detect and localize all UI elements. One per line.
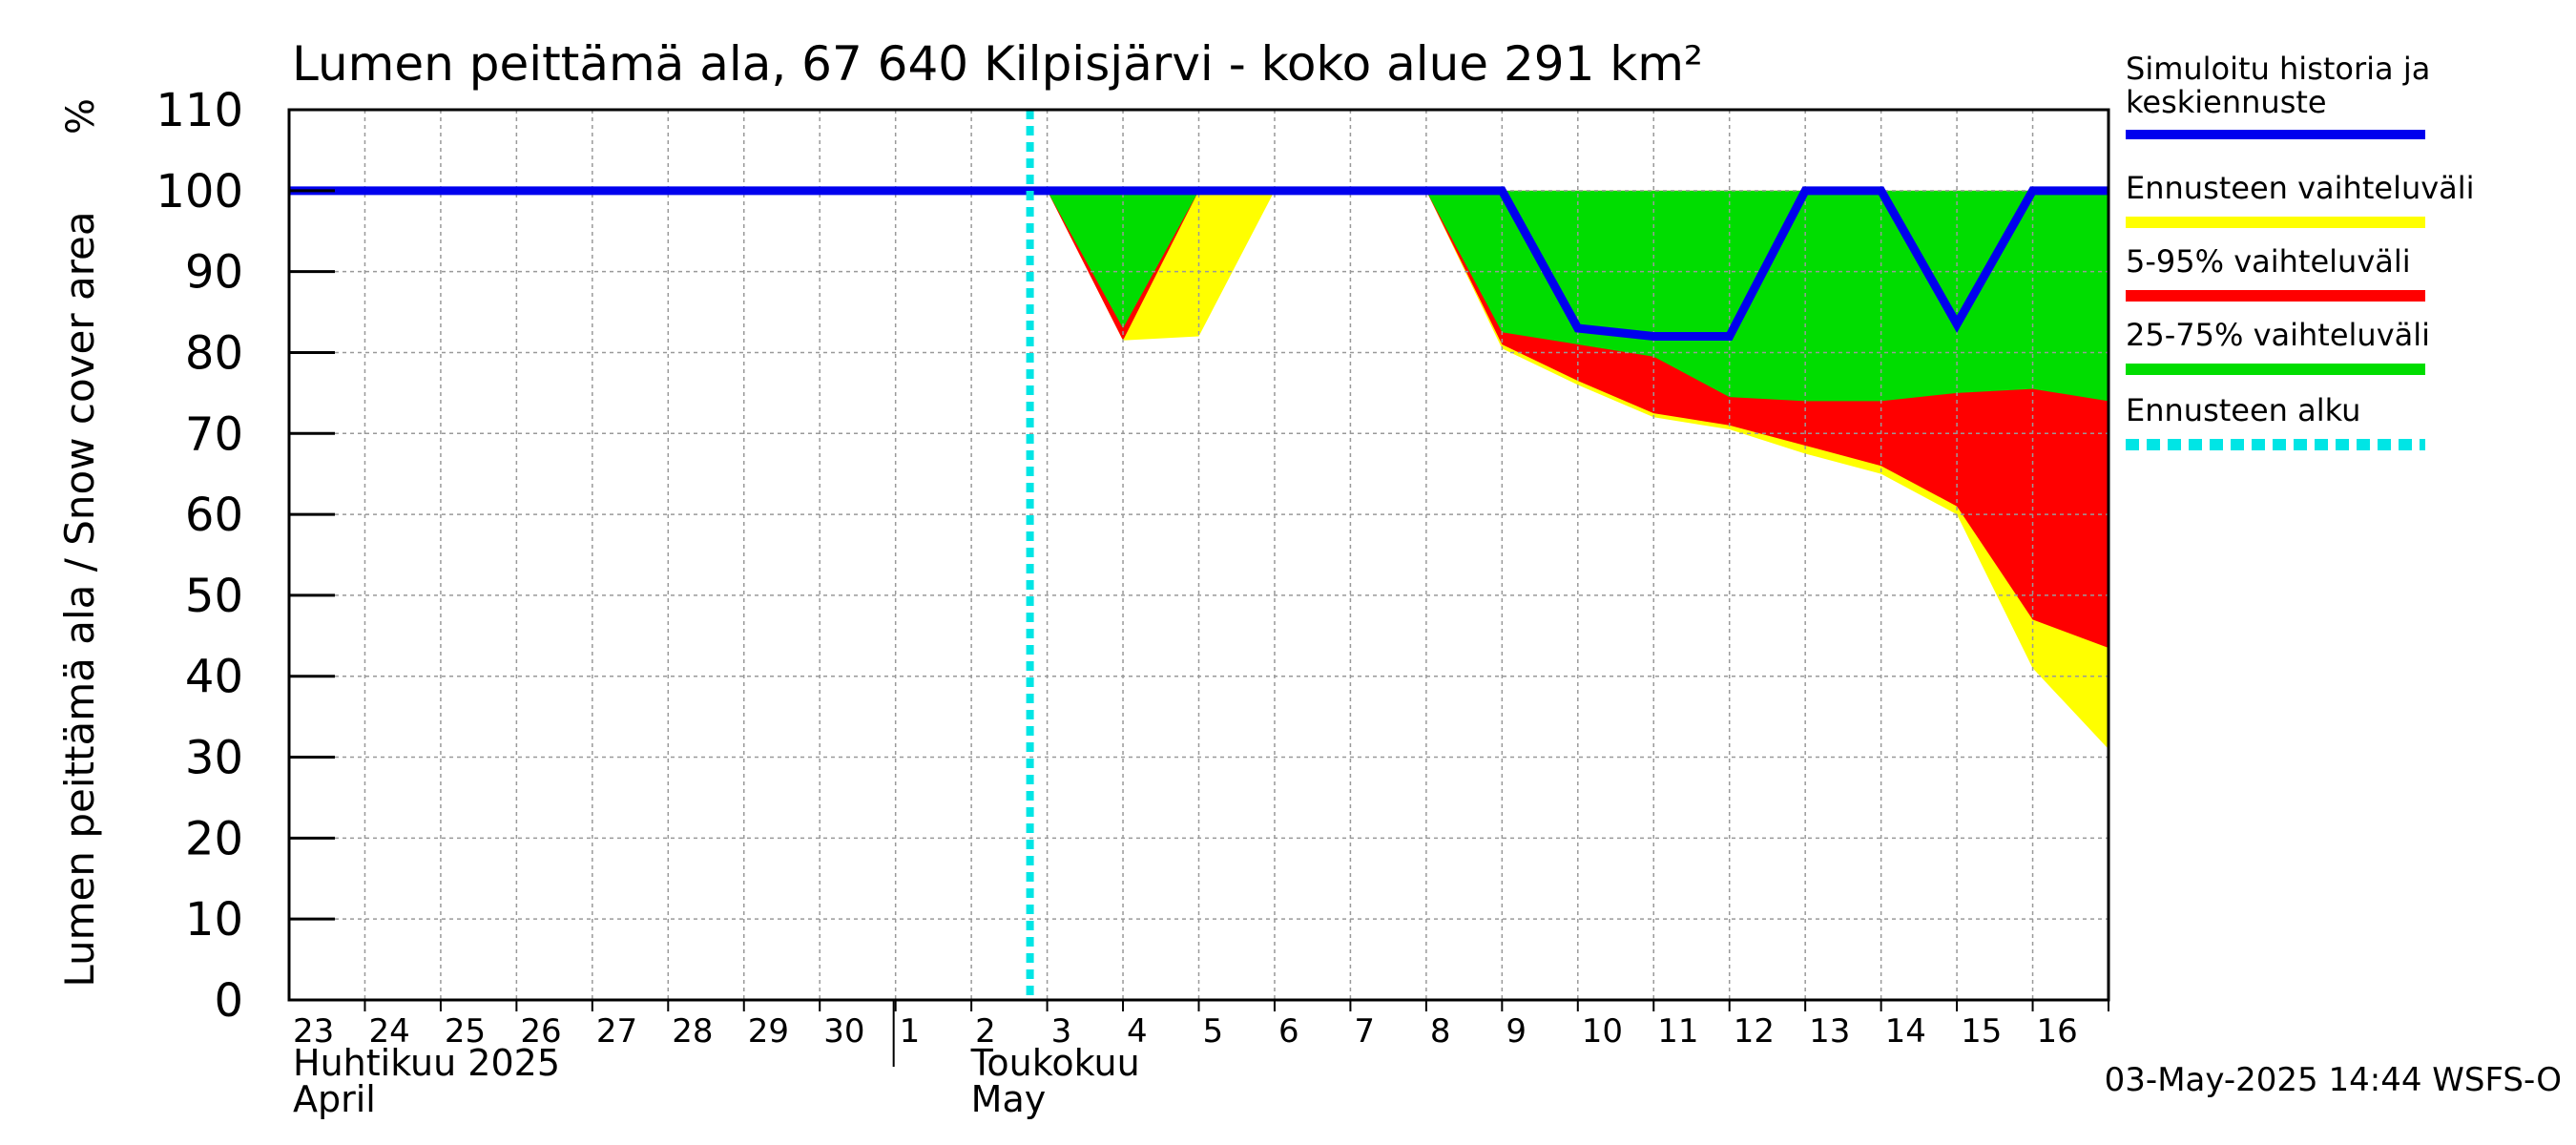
- y-axis-label: Lumen peittämä ala / Snow cover area: [56, 211, 103, 987]
- y-tick-label-60: 60: [185, 489, 243, 542]
- y-tick-label-90: 90: [185, 246, 243, 300]
- series-line-mean: [289, 186, 2109, 341]
- month-label-fi-1: Toukokuu: [970, 1042, 1140, 1084]
- axes: [287, 108, 2110, 1067]
- x-tick-label-11: 4: [1127, 1012, 1148, 1051]
- y-tick-label-30: 30: [185, 732, 243, 785]
- y-tick-label-100: 100: [156, 165, 243, 219]
- x-tick-labels: 23 24 25 26 27 28 29 30 1 2 3 4 5 6 7 8 9 10 11 12 13 14 15 16: [293, 1012, 2078, 1051]
- legend-label-3: 25-75% vaihteluväli: [2126, 317, 2430, 353]
- y-unit-label: %: [59, 98, 103, 135]
- x-tick-label-9: 2: [975, 1012, 996, 1051]
- x-tick-label-7: 30: [823, 1012, 864, 1051]
- x-tick-label-10: 3: [1051, 1012, 1072, 1051]
- x-tick-label-21: 14: [1885, 1012, 1926, 1051]
- x-tick-label-23: 16: [2037, 1012, 2078, 1051]
- legend-label-0-b: keskiennuste: [2126, 84, 2327, 120]
- x-tick-label-6: 29: [748, 1012, 789, 1051]
- legend-label-2: 5-95% vaihteluväli: [2126, 243, 2411, 280]
- y-tick-label-70: 70: [185, 407, 243, 461]
- x-tick-label-15: 8: [1430, 1012, 1451, 1051]
- month-label-en-1: May: [971, 1078, 1047, 1120]
- x-tick-label-1: 24: [368, 1012, 409, 1051]
- x-tick-label-20: 13: [1809, 1012, 1850, 1051]
- month-label-fi-0: Huhtikuu 2025: [293, 1042, 560, 1084]
- x-tick-label-19: 12: [1734, 1012, 1775, 1051]
- footer-timestamp: 03-May-2025 14:44 WSFS-O: [2105, 1061, 2562, 1099]
- x-tick-label-8: 1: [900, 1012, 921, 1051]
- x-tick-label-3: 26: [520, 1012, 561, 1051]
- series-lines: [289, 110, 2109, 1000]
- chart-title: Lumen peittämä ala, 67 640 Kilpisjärvi -…: [292, 36, 1703, 92]
- x-tick-label-17: 10: [1582, 1012, 1623, 1051]
- x-tick-label-18: 11: [1657, 1012, 1698, 1051]
- x-tick-label-4: 27: [596, 1012, 637, 1051]
- legend-label-1: Ennusteen vaihteluväli: [2126, 170, 2475, 206]
- y-tick-label-40: 40: [185, 651, 243, 704]
- x-tick-label-16: 9: [1506, 1012, 1527, 1051]
- y-tick-labels: 0 10 20 30 40 50 60 70 80 90 100 110: [156, 84, 243, 1028]
- month-label-en-0: April: [293, 1078, 376, 1120]
- x-tick-label-14: 7: [1354, 1012, 1375, 1051]
- y-tick-label-10: 10: [185, 893, 243, 947]
- y-tick-label-0: 0: [214, 974, 243, 1028]
- x-tick-label-12: 5: [1203, 1012, 1224, 1051]
- legend-label-0: Simuloitu historia ja: [2126, 51, 2430, 87]
- y-tick-label-20: 20: [185, 812, 243, 865]
- y-tick-label-80: 80: [185, 326, 243, 380]
- x-tick-label-0: 23: [293, 1012, 334, 1051]
- x-tick-label-13: 6: [1278, 1012, 1299, 1051]
- legend-label-4: Ennusteen alku: [2126, 392, 2360, 428]
- y-tick-label-110: 110: [156, 84, 243, 137]
- x-tick-label-5: 28: [672, 1012, 713, 1051]
- y-tick-label-50: 50: [185, 570, 243, 623]
- x-tick-label-22: 15: [1961, 1012, 2002, 1051]
- x-tick-label-2: 25: [445, 1012, 486, 1051]
